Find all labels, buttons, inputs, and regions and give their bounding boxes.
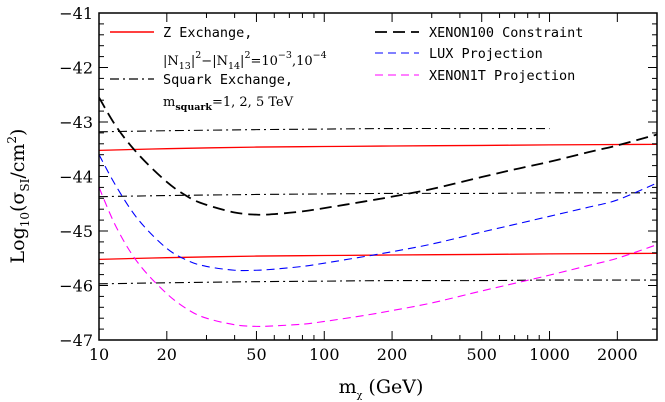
legend-z-label: Z Exchange, [163, 25, 252, 41]
series-line-sq1 [99, 127, 550, 133]
series-line-xenon1t [99, 187, 657, 327]
series-line-xenon100 [99, 97, 657, 216]
series-line-sq2 [99, 192, 657, 198]
x-tick-label: 100 [309, 345, 340, 364]
series-line-sq3 [99, 279, 657, 285]
x-tick-label: 10 [89, 345, 109, 364]
data-lines [99, 97, 657, 327]
x-tick-label: 200 [377, 345, 408, 364]
x-tick-label: 2000 [597, 345, 638, 364]
y-tick-label: −42 [59, 59, 93, 78]
y-axis-title: Log10(σSI/cm2) [5, 129, 32, 264]
x-tick-label: 50 [246, 345, 266, 364]
legend: Z Exchange, |N13|2−|N14|2=10−3,10−4 Squa… [110, 25, 583, 113]
y-tick-label: −41 [59, 4, 93, 23]
x-tick-label: 500 [466, 345, 497, 364]
series-line-z2 [99, 252, 657, 260]
axis-ticks [98, 12, 658, 341]
legend-xenon1t-label: XENON1T Projection [429, 68, 575, 84]
x-tick-label: 1000 [529, 345, 570, 364]
y-tick-label: −46 [59, 277, 93, 296]
legend-xenon100-label: XENON100 Constraint [429, 25, 583, 41]
y-tick-label: −43 [59, 113, 93, 132]
tick-labels: 10 20 50 100 200 500 1000 2000 −47 −46 −45 −44 −43 −4… [59, 4, 637, 364]
x-axis-title: mχ (GeV) [339, 376, 424, 401]
series-line-z1 [99, 143, 657, 151]
legend-squark-detail: msquark=1, 2, 5 TeV [163, 95, 294, 113]
x-tick-label: 20 [157, 345, 177, 364]
legend-squark-label: Squark Exchange, [163, 72, 293, 88]
series-line-lux [99, 154, 657, 272]
y-tick-label: −44 [59, 168, 93, 187]
legend-lux-label: LUX Projection [429, 46, 543, 62]
legend-z-detail: |N13|2−|N14|2=10−3,10−4 [163, 50, 327, 72]
y-tick-label: −47 [59, 331, 93, 350]
y-tick-label: −45 [59, 222, 93, 241]
